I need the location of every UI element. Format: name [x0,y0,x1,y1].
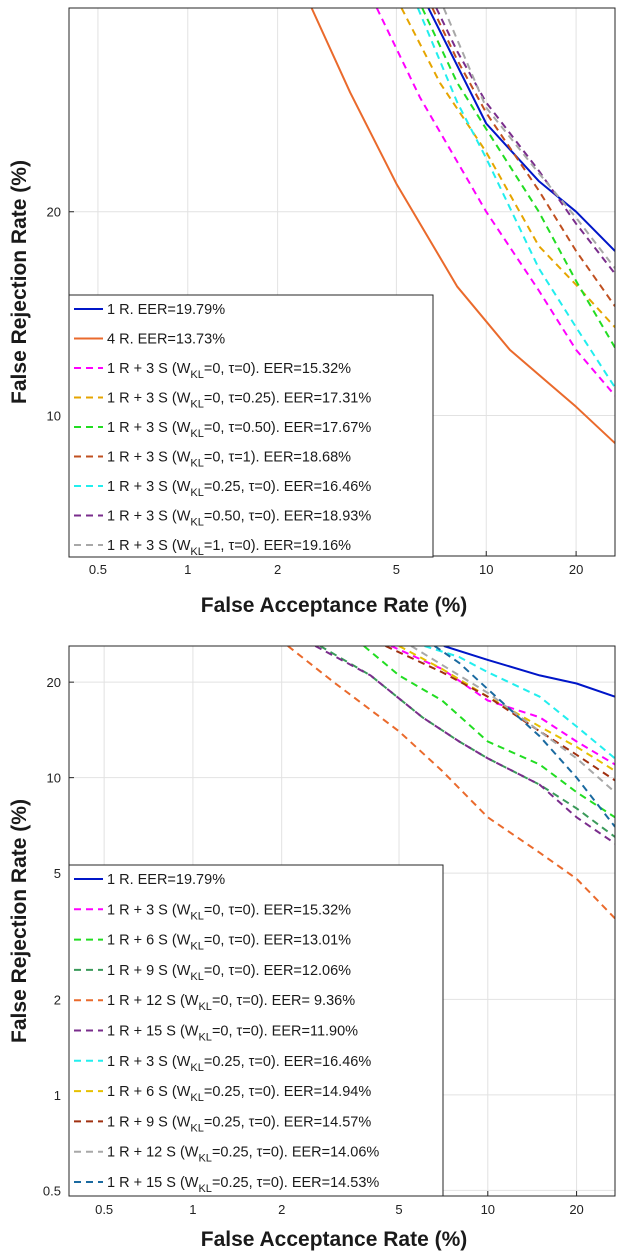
series-line-1 [443,646,615,698]
x-axis-label: False Acceptance Rate (%) [201,594,468,617]
series-line-3 [375,8,615,397]
legend-entry-10: 1 R + 12 S (WKL=0.25, τ=0). EER=14.06% [107,1145,379,1165]
series-line-9 [385,646,615,782]
x-tick-label: 10 [481,1202,495,1217]
series-line-11 [434,646,615,828]
series-line-6 [314,646,615,845]
y-tick-label: 5 [54,866,61,881]
series-line-7 [424,646,615,760]
legend-entry-1: 1 R. EER=19.79% [107,872,225,888]
series-line-5 [421,8,615,349]
legend-entry-2: 1 R + 3 S (WKL=0, τ=0). EER=15.32% [107,902,351,922]
y-tick-label: 20 [47,675,61,690]
series-line-2 [390,646,615,766]
x-tick-label: 5 [393,562,400,577]
legend-entry-3: 1 R + 3 S (WKL=0, τ=0). EER=15.32% [107,361,351,381]
legend-entry-4: 1 R + 3 S (WKL=0, τ=0.25). EER=17.31% [107,391,371,411]
legend: 1 R. EER=19.79% 4 R. EER=13.73% 1 R + 3 S … [68,294,434,558]
series-line-7 [416,8,615,389]
legend: 1 R. EER=19.79% 1 R + 3 S (WKL=0, τ=0). E… [68,864,444,1197]
series-line-3 [363,646,615,819]
legend-entry-4: 1 R + 9 S (WKL=0, τ=0). EER=12.06% [107,963,351,983]
x-tick-label: 1 [189,1202,196,1217]
y-axis-label: False Rejection Rate (%) [8,799,31,1043]
curves [287,646,615,920]
y-tick-label: 1 [54,1088,61,1103]
series-line-8 [435,8,615,275]
x-tick-label: 2 [274,562,281,577]
y-tick-label: 10 [47,771,61,786]
x-tick-label: 2 [278,1202,285,1217]
legend-entry-5: 1 R + 12 S (WKL=0, τ=0). EER= 9.36% [107,993,355,1013]
chart-panel-2: 0.5 1 2 5 10 20 0.5 1 2 5 10 20 False Acceptance Rat… [8,645,616,1251]
legend-entry-8: 1 R + 3 S (WKL=0.50, τ=0). EER=18.93% [107,509,371,529]
legend-entry-1: 1 R. EER=19.79% [107,302,225,318]
series-line-1 [427,8,615,252]
x-tick-label: 20 [569,562,583,577]
y-tick-label: 2 [54,992,61,1007]
legend-entry-3: 1 R + 6 S (WKL=0, τ=0). EER=13.01% [107,933,351,953]
y-tick-label: 0.5 [43,1183,61,1198]
series-line-9 [442,8,615,269]
x-axis-label: False Acceptance Rate (%) [201,1228,468,1251]
legend-entry-6: 1 R + 3 S (WKL=0, τ=1). EER=18.68% [107,450,351,470]
legend-entry-2: 4 R. EER=13.73% [107,332,225,348]
legend-entry-8: 1 R + 6 S (WKL=0.25, τ=0). EER=14.94% [107,1084,371,1104]
x-tick-label: 5 [395,1202,402,1217]
legend-entry-9: 1 R + 9 S (WKL=0.25, τ=0). EER=14.57% [107,1114,371,1134]
x-tick-label: 1 [184,562,191,577]
x-tick-label: 0.5 [89,562,107,577]
curves [310,8,615,444]
legend-box [68,294,434,558]
series-line-10 [410,646,615,793]
series-line-4 [319,646,615,838]
x-tick-label: 20 [569,1202,583,1217]
y-axis-label: False Rejection Rate (%) [8,160,31,404]
legend-box [68,864,444,1197]
y-tick-label: 20 [47,205,61,220]
chart-panel-1: 0.5 1 2 5 10 20 10 20 False Acceptance Rate (%) F… [8,7,616,617]
legend-entry-7: 1 R + 3 S (WKL=0.25, τ=0). EER=16.46% [107,1054,371,1074]
series-line-2 [310,8,615,444]
x-tick-label: 0.5 [95,1202,113,1217]
series-line-5 [287,646,615,920]
x-tick-label: 10 [479,562,493,577]
series-line-6 [431,8,615,307]
y-tick-label: 10 [47,408,61,423]
legend-entry-7: 1 R + 3 S (WKL=0.25, τ=0). EER=16.46% [107,479,371,499]
legend-entry-6: 1 R + 15 S (WKL=0, τ=0). EER=11.90% [107,1024,358,1044]
legend-entry-5: 1 R + 3 S (WKL=0, τ=0.50). EER=17.67% [107,420,371,440]
legend-entry-11: 1 R + 15 S (WKL=0.25, τ=0). EER=14.53% [107,1175,379,1195]
legend-entry-9: 1 R + 3 S (WKL=1, τ=0). EER=19.16% [107,538,351,558]
